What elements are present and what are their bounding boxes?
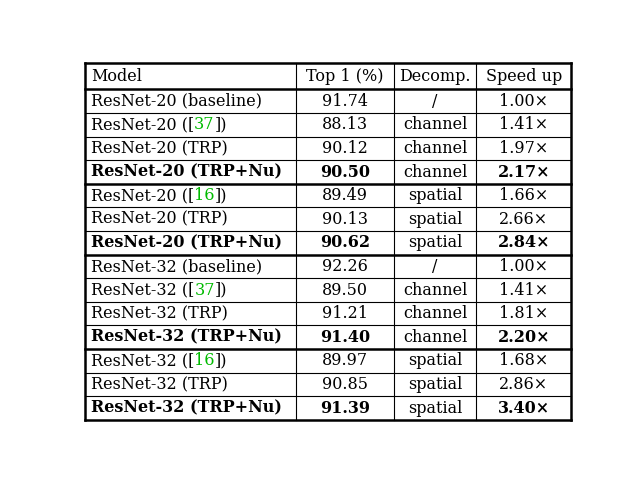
Text: ResNet-20 ([: ResNet-20 ([ xyxy=(91,187,194,204)
Text: 90.62: 90.62 xyxy=(320,234,370,251)
Text: Model: Model xyxy=(91,67,142,85)
Text: channel: channel xyxy=(403,116,467,133)
Text: 1.66×: 1.66× xyxy=(499,187,548,204)
Text: ResNet-32 (TRP): ResNet-32 (TRP) xyxy=(91,376,228,393)
Text: 16: 16 xyxy=(194,187,214,204)
Text: channel: channel xyxy=(403,329,467,346)
Text: ResNet-32 (TRP): ResNet-32 (TRP) xyxy=(91,305,228,322)
Text: 92.26: 92.26 xyxy=(322,258,368,275)
Text: ]): ]) xyxy=(214,116,227,133)
Text: Top 1 (%): Top 1 (%) xyxy=(307,67,384,85)
Text: 91.21: 91.21 xyxy=(322,305,368,322)
Text: channel: channel xyxy=(403,282,467,299)
Text: 1.97×: 1.97× xyxy=(499,140,548,157)
Text: 16: 16 xyxy=(195,352,215,369)
Text: ResNet-20 (baseline): ResNet-20 (baseline) xyxy=(91,93,262,109)
Text: 2.66×: 2.66× xyxy=(499,211,548,228)
Text: /: / xyxy=(432,258,438,275)
Text: ResNet-20 (TRP): ResNet-20 (TRP) xyxy=(91,211,228,228)
Text: 91.40: 91.40 xyxy=(320,329,370,346)
Text: 2.86×: 2.86× xyxy=(499,376,548,393)
Text: 1.41×: 1.41× xyxy=(499,116,548,133)
Text: Decomp.: Decomp. xyxy=(399,67,470,85)
Text: ResNet-20 (TRP): ResNet-20 (TRP) xyxy=(91,140,228,157)
Text: 90.12: 90.12 xyxy=(322,140,368,157)
Text: ]): ]) xyxy=(215,352,227,369)
Text: spatial: spatial xyxy=(408,376,462,393)
Text: spatial: spatial xyxy=(408,352,462,369)
Text: 1.00×: 1.00× xyxy=(499,93,548,109)
Text: 1.00×: 1.00× xyxy=(499,258,548,275)
Text: 89.49: 89.49 xyxy=(322,187,368,204)
Text: 1.68×: 1.68× xyxy=(499,352,548,369)
Text: 2.20×: 2.20× xyxy=(497,329,550,346)
Text: 1.41×: 1.41× xyxy=(499,282,548,299)
Text: 91.39: 91.39 xyxy=(320,400,370,417)
Text: 90.13: 90.13 xyxy=(322,211,368,228)
Text: 90.50: 90.50 xyxy=(320,163,370,181)
Text: 3.40×: 3.40× xyxy=(497,400,550,417)
Text: spatial: spatial xyxy=(408,400,462,417)
Text: 2.17×: 2.17× xyxy=(497,163,550,181)
Text: spatial: spatial xyxy=(408,234,462,251)
Text: 89.97: 89.97 xyxy=(322,352,368,369)
Text: 88.13: 88.13 xyxy=(322,116,368,133)
Text: ResNet-20 ([: ResNet-20 ([ xyxy=(91,116,194,133)
Text: ]): ]) xyxy=(214,187,227,204)
Text: spatial: spatial xyxy=(408,187,462,204)
Text: 90.85: 90.85 xyxy=(322,376,368,393)
Text: channel: channel xyxy=(403,163,467,181)
Text: 89.50: 89.50 xyxy=(322,282,368,299)
Text: ResNet-32 (baseline): ResNet-32 (baseline) xyxy=(91,258,262,275)
Text: ResNet-32 (TRP+Nu): ResNet-32 (TRP+Nu) xyxy=(91,329,282,346)
Text: Speed up: Speed up xyxy=(486,67,562,85)
Text: ResNet-20 (TRP+Nu): ResNet-20 (TRP+Nu) xyxy=(91,163,282,181)
Text: 37: 37 xyxy=(195,282,215,299)
Text: channel: channel xyxy=(403,140,467,157)
Text: 37: 37 xyxy=(194,116,214,133)
Text: /: / xyxy=(432,93,438,109)
Text: spatial: spatial xyxy=(408,211,462,228)
Text: 91.74: 91.74 xyxy=(322,93,368,109)
Text: 1.81×: 1.81× xyxy=(499,305,548,322)
Text: ResNet-32 (TRP+Nu): ResNet-32 (TRP+Nu) xyxy=(91,400,282,417)
Text: 2.84×: 2.84× xyxy=(497,234,550,251)
Text: ResNet-32 ([: ResNet-32 ([ xyxy=(91,282,195,299)
Text: ]): ]) xyxy=(215,282,227,299)
Text: channel: channel xyxy=(403,305,467,322)
Text: ResNet-20 (TRP+Nu): ResNet-20 (TRP+Nu) xyxy=(91,234,282,251)
Text: ResNet-32 ([: ResNet-32 ([ xyxy=(91,352,195,369)
